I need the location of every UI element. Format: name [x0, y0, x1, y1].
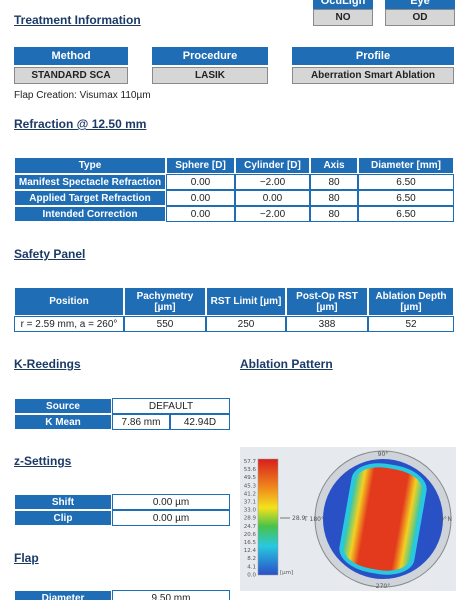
table-header: Post-Op RST [µm] [286, 287, 368, 316]
table-cell: 0.00 µm [112, 494, 230, 510]
scale-label: 4.1 [247, 564, 256, 570]
scale-unit: [µm] [280, 570, 293, 576]
table-header: Diameter [mm] [358, 157, 454, 174]
ablation-pattern-image: 57.7 53.6 49.5 45.3 41.2 37.1 33.0 28.9 24.7 20.6… [240, 447, 456, 591]
eye-value: OD [385, 9, 455, 26]
table-cell: 6.50 [358, 190, 454, 206]
marker-label: 28.9 [292, 515, 306, 522]
row-label: Source [14, 398, 112, 414]
table-header: Sphere [D] [166, 157, 235, 174]
angle-label: 90° [378, 451, 389, 458]
table-cell: r = 2.59 mm, a = 260° [14, 316, 124, 332]
angle-label: 0° [440, 516, 447, 523]
scale-label: 53.6 [244, 467, 257, 473]
scale-label: 45.3 [244, 483, 257, 489]
table-cell: 0.00 [235, 190, 310, 206]
scale-label: 41.2 [244, 491, 256, 497]
table-header: Position [14, 287, 124, 316]
scale-label: 33.0 [244, 508, 257, 514]
table-cell: 52 [368, 316, 454, 332]
oculign-label: OcuLign [313, 0, 373, 9]
scale-label: 20.6 [244, 532, 257, 538]
scale-label: 37.1 [244, 500, 256, 506]
section-title: Treatment Information [14, 13, 141, 27]
table-header: RST Limit [µm] [206, 287, 286, 316]
scale-label: 24.7 [244, 524, 257, 530]
table-cell: 0.00 [166, 206, 235, 222]
oculign-value: NO [313, 9, 373, 26]
scale-label: 57.7 [244, 459, 257, 465]
flap-creation: Flap Creation: Visumax 110µm [14, 90, 151, 101]
table-cell: 0.00 [166, 174, 235, 190]
field-label: Profile [292, 47, 454, 65]
section-title: Refraction @ 12.50 mm [14, 117, 147, 131]
table-cell: 0.00 [166, 190, 235, 206]
row-label: K Mean [14, 414, 112, 430]
angle-label: T 180° [303, 516, 324, 523]
table-cell: 0.00 µm [112, 510, 230, 526]
eye-label: Eye [385, 0, 455, 9]
table-cell: 6.50 [358, 206, 454, 222]
row-label: Manifest Spectacle Refraction [14, 174, 166, 190]
table-header: Axis [310, 157, 358, 174]
field-label: Procedure [152, 47, 268, 65]
scale-label: 8.2 [247, 556, 256, 562]
section-title: Safety Panel [14, 247, 86, 261]
field-value: Aberration Smart Ablation [292, 67, 454, 84]
angle-label: N [448, 516, 453, 523]
row-label: Shift [14, 494, 112, 510]
table-cell: 80 [310, 174, 358, 190]
scale-label: 49.5 [244, 475, 257, 481]
table-cell: 550 [124, 316, 206, 332]
table-cell: 80 [310, 190, 358, 206]
row-label: Diameter [14, 590, 112, 600]
table-cell: DEFAULT [112, 398, 230, 414]
field-value: LASIK [152, 67, 268, 84]
table-cell: 9.50 mm [112, 590, 230, 600]
table-cell: −2.00 [235, 206, 310, 222]
table-cell: 250 [206, 316, 286, 332]
table-cell: 42.94D [170, 414, 230, 430]
scale-label: 12.4 [244, 548, 257, 554]
row-label: Intended Correction [14, 206, 166, 222]
scale-label: 28.9 [244, 516, 257, 522]
color-bar [257, 458, 279, 576]
scale-label: 0.0 [247, 572, 256, 578]
field-value: STANDARD SCA [14, 67, 128, 84]
angle-label: 270° [376, 583, 390, 590]
section-title: Ablation Pattern [240, 357, 333, 371]
section-title: z-Settings [14, 454, 72, 468]
table-header: Pachymetry [µm] [124, 287, 206, 316]
row-label: Applied Target Refraction [14, 190, 166, 206]
ablation-shape [339, 463, 427, 575]
table-header: Cylinder [D] [235, 157, 310, 174]
table-header: Type [14, 157, 166, 174]
field-label: Method [14, 47, 128, 65]
table-cell: 7.86 mm [112, 414, 170, 430]
row-label: Clip [14, 510, 112, 526]
table-cell: 6.50 [358, 174, 454, 190]
scale-label: 16.5 [244, 540, 257, 546]
table-cell: −2.00 [235, 174, 310, 190]
table-cell: 80 [310, 206, 358, 222]
section-title: K-Reedings [14, 357, 81, 371]
table-cell: 388 [286, 316, 368, 332]
table-header: Ablation Depth [µm] [368, 287, 454, 316]
section-title: Flap [14, 551, 39, 565]
